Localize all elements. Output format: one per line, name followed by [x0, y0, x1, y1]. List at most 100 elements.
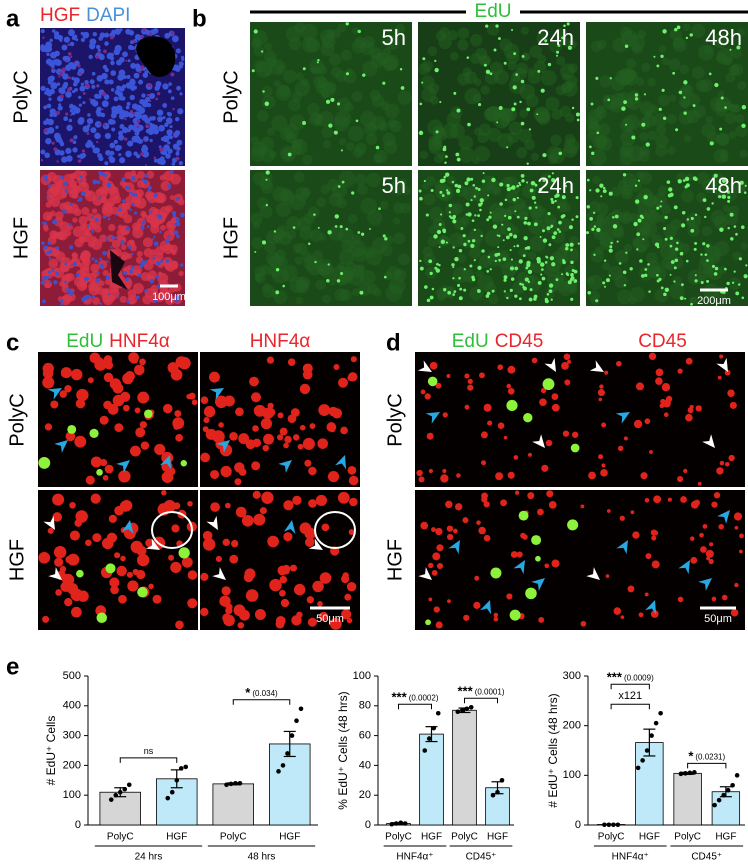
cell: [438, 35, 452, 50]
cell: [428, 597, 433, 602]
cell: [520, 121, 525, 126]
cell: [643, 93, 647, 96]
cell: [65, 112, 69, 116]
cell: [567, 280, 572, 285]
cell: [101, 205, 113, 217]
cell: [46, 52, 50, 57]
cell: [128, 124, 134, 131]
cell: [666, 180, 671, 184]
cell: [706, 259, 709, 262]
cell: [608, 248, 613, 253]
cell: [556, 188, 559, 191]
micrograph-bg: [415, 352, 580, 487]
cell: [44, 104, 47, 107]
time-label: 48h: [705, 25, 742, 50]
cell: [513, 102, 517, 106]
significance: *** (0.0002): [392, 690, 439, 705]
cell: [640, 472, 648, 480]
cell: [484, 282, 497, 295]
cell: [148, 127, 153, 133]
significance: * (0.0231): [688, 749, 725, 764]
cell: [493, 612, 499, 618]
cell: [551, 235, 556, 240]
cell: [503, 278, 507, 282]
cell: [276, 434, 284, 441]
cell: [602, 186, 606, 190]
cell: [132, 568, 139, 576]
cell: [63, 36, 70, 43]
cell: [152, 594, 162, 604]
cell: [97, 152, 103, 159]
cell: [287, 358, 296, 367]
cell: [102, 92, 107, 97]
y-tick-label: 200: [563, 720, 581, 732]
cell: [155, 261, 161, 266]
cell: [378, 207, 381, 211]
cell: [609, 245, 613, 249]
cell: [283, 442, 289, 449]
cell: [382, 56, 398, 72]
cell: [87, 221, 97, 231]
cell: [114, 144, 121, 152]
cell: [104, 41, 109, 46]
cell: [129, 355, 138, 364]
cell: [175, 151, 180, 156]
cell: [500, 499, 508, 507]
cell: [53, 147, 58, 151]
cell: [477, 103, 482, 107]
cell: [423, 285, 428, 289]
cell: [728, 277, 742, 290]
cell: [262, 444, 270, 452]
cell: [126, 253, 133, 259]
cell: [683, 134, 692, 143]
cell: [735, 124, 748, 138]
cell: [639, 101, 654, 115]
cell: [344, 593, 352, 601]
x-tick-label: HGF: [715, 832, 736, 843]
cell: [44, 152, 50, 159]
p-value: (0.034): [252, 689, 278, 698]
cell: [279, 427, 288, 436]
cell: [595, 188, 600, 193]
cell: [294, 256, 303, 265]
cell: [732, 104, 741, 113]
data-point: [495, 789, 500, 795]
data-point: [683, 771, 688, 776]
cell: [104, 464, 114, 474]
cell: [147, 83, 152, 87]
cell: [116, 296, 120, 299]
cell: [325, 99, 331, 104]
cell: [533, 294, 538, 299]
cell: [680, 496, 687, 503]
cell: [452, 266, 470, 284]
cell: [472, 93, 482, 103]
cell: [427, 46, 438, 56]
cell: [351, 191, 355, 195]
cell: [592, 175, 601, 185]
cell: [523, 236, 528, 241]
cell: [706, 244, 710, 248]
cell: [262, 90, 265, 93]
cell: [45, 201, 52, 208]
cell: [626, 58, 637, 69]
cell: [452, 214, 457, 219]
cell: [137, 553, 150, 567]
cell: [122, 126, 129, 134]
cell: [61, 371, 68, 378]
cell: [280, 190, 296, 205]
cell: [200, 572, 209, 581]
cell: [711, 264, 716, 268]
cell: [733, 225, 737, 228]
cell: [73, 276, 85, 287]
cell: [348, 475, 359, 486]
cell: [528, 128, 532, 131]
cell: [347, 465, 357, 475]
cell: [452, 219, 457, 224]
cell: [586, 211, 595, 220]
cell: [253, 29, 258, 34]
cell: [46, 251, 50, 255]
cell: [174, 410, 182, 418]
cell: [694, 499, 700, 506]
cell: [490, 567, 502, 579]
cell: [127, 140, 134, 147]
